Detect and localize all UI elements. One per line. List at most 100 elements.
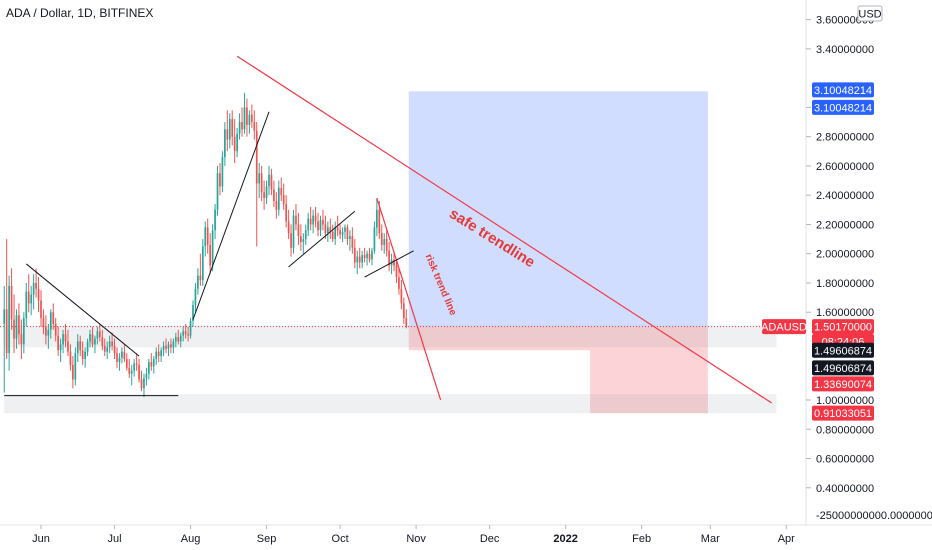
price-tag: 1.49606874 xyxy=(812,342,874,358)
candle-body xyxy=(373,227,376,251)
candle-body xyxy=(292,215,295,248)
candle-body xyxy=(116,353,118,362)
candle-body xyxy=(398,277,400,289)
candle xyxy=(216,165,219,216)
candle xyxy=(300,224,302,251)
candle xyxy=(329,218,332,240)
candle-body xyxy=(378,209,381,234)
grey-band-upper xyxy=(4,325,777,348)
candle xyxy=(54,318,57,342)
candle xyxy=(170,338,172,354)
candle xyxy=(184,323,187,339)
candle xyxy=(81,341,84,365)
bottom-axis-value: -25000000000.00000000 xyxy=(816,510,932,522)
candle xyxy=(152,356,155,374)
candle xyxy=(20,319,23,360)
price-tag-label: 1.50170000 xyxy=(814,322,872,334)
candle xyxy=(341,227,344,242)
candle xyxy=(317,212,319,237)
candle-body xyxy=(295,215,297,225)
candle xyxy=(118,353,121,371)
price-tick-label: 1.00000000 xyxy=(816,395,874,407)
price-tag-label: 3.10048214 xyxy=(814,102,872,114)
nov-wedge-line[interactable] xyxy=(364,250,414,278)
candle-body xyxy=(42,318,45,327)
candle-body xyxy=(27,291,30,304)
candle-body xyxy=(351,236,354,248)
candle xyxy=(253,110,256,140)
candle xyxy=(307,212,310,237)
candle xyxy=(263,180,265,210)
price-tag: 1.33690074 xyxy=(812,376,874,392)
candle-body xyxy=(64,334,67,342)
candle-body xyxy=(54,323,57,336)
candle xyxy=(236,127,238,158)
candle-body xyxy=(400,288,403,304)
candle-body xyxy=(10,285,13,320)
candle-body xyxy=(79,341,82,351)
risk-trend-line[interactable] xyxy=(376,197,442,401)
candle-body xyxy=(216,173,219,210)
candle xyxy=(103,338,106,357)
candle-body xyxy=(302,239,305,242)
candle xyxy=(79,335,82,357)
candle xyxy=(238,113,241,140)
candle-body xyxy=(25,291,28,319)
zones-layer xyxy=(0,91,806,414)
trend-lines-layer[interactable] xyxy=(4,55,772,404)
candle xyxy=(309,206,312,231)
candle xyxy=(148,359,150,380)
candle-body xyxy=(329,227,332,232)
currency-button[interactable]: USD xyxy=(857,5,883,22)
candle-body xyxy=(13,319,15,339)
candle-body xyxy=(172,341,175,348)
price-tag-label: 1.49606874 xyxy=(814,363,872,375)
candle xyxy=(275,192,278,219)
candle xyxy=(282,183,285,210)
candle-body xyxy=(209,244,212,266)
candle xyxy=(189,318,192,339)
candle-body xyxy=(199,275,202,281)
candle-body xyxy=(182,331,185,336)
candle xyxy=(133,359,136,377)
candle xyxy=(177,329,180,345)
candle xyxy=(194,282,197,313)
candle-body xyxy=(35,282,37,289)
candle xyxy=(3,285,6,393)
candle xyxy=(209,233,212,275)
candle xyxy=(35,268,37,298)
safe-trendline[interactable] xyxy=(236,55,772,404)
price-tag-label: 1.49606874 xyxy=(814,345,872,357)
june-downtrend[interactable] xyxy=(25,263,140,357)
price-tick-label: 2.40000000 xyxy=(816,190,874,202)
candle-body xyxy=(226,129,229,140)
candle xyxy=(260,165,263,202)
candle xyxy=(319,215,322,237)
candle xyxy=(101,329,104,351)
candle-body xyxy=(140,379,143,389)
candle xyxy=(241,107,243,137)
candle xyxy=(174,332,177,348)
candle-body xyxy=(148,361,150,374)
candle xyxy=(243,92,246,134)
candle-body xyxy=(221,157,224,187)
price-tag-bg xyxy=(762,319,806,335)
candle xyxy=(224,122,226,166)
candle-body xyxy=(62,334,64,345)
candle-body xyxy=(98,331,101,338)
aug-rally-line[interactable] xyxy=(192,111,270,320)
candle-body xyxy=(270,174,273,190)
candle-body xyxy=(324,224,327,234)
candle xyxy=(121,347,123,364)
candle xyxy=(221,151,224,193)
time-tick-label: Jun xyxy=(32,533,50,545)
candle xyxy=(167,341,170,357)
time-axis[interactable]: Jun Jul Aug Sep Oct Nov Dec 2022 Feb Mar Apr xyxy=(32,525,795,545)
candle-body xyxy=(57,335,60,351)
candle xyxy=(27,274,30,313)
candle xyxy=(304,224,307,245)
oct-wedge-line[interactable] xyxy=(288,210,356,268)
candle-body xyxy=(341,231,344,235)
